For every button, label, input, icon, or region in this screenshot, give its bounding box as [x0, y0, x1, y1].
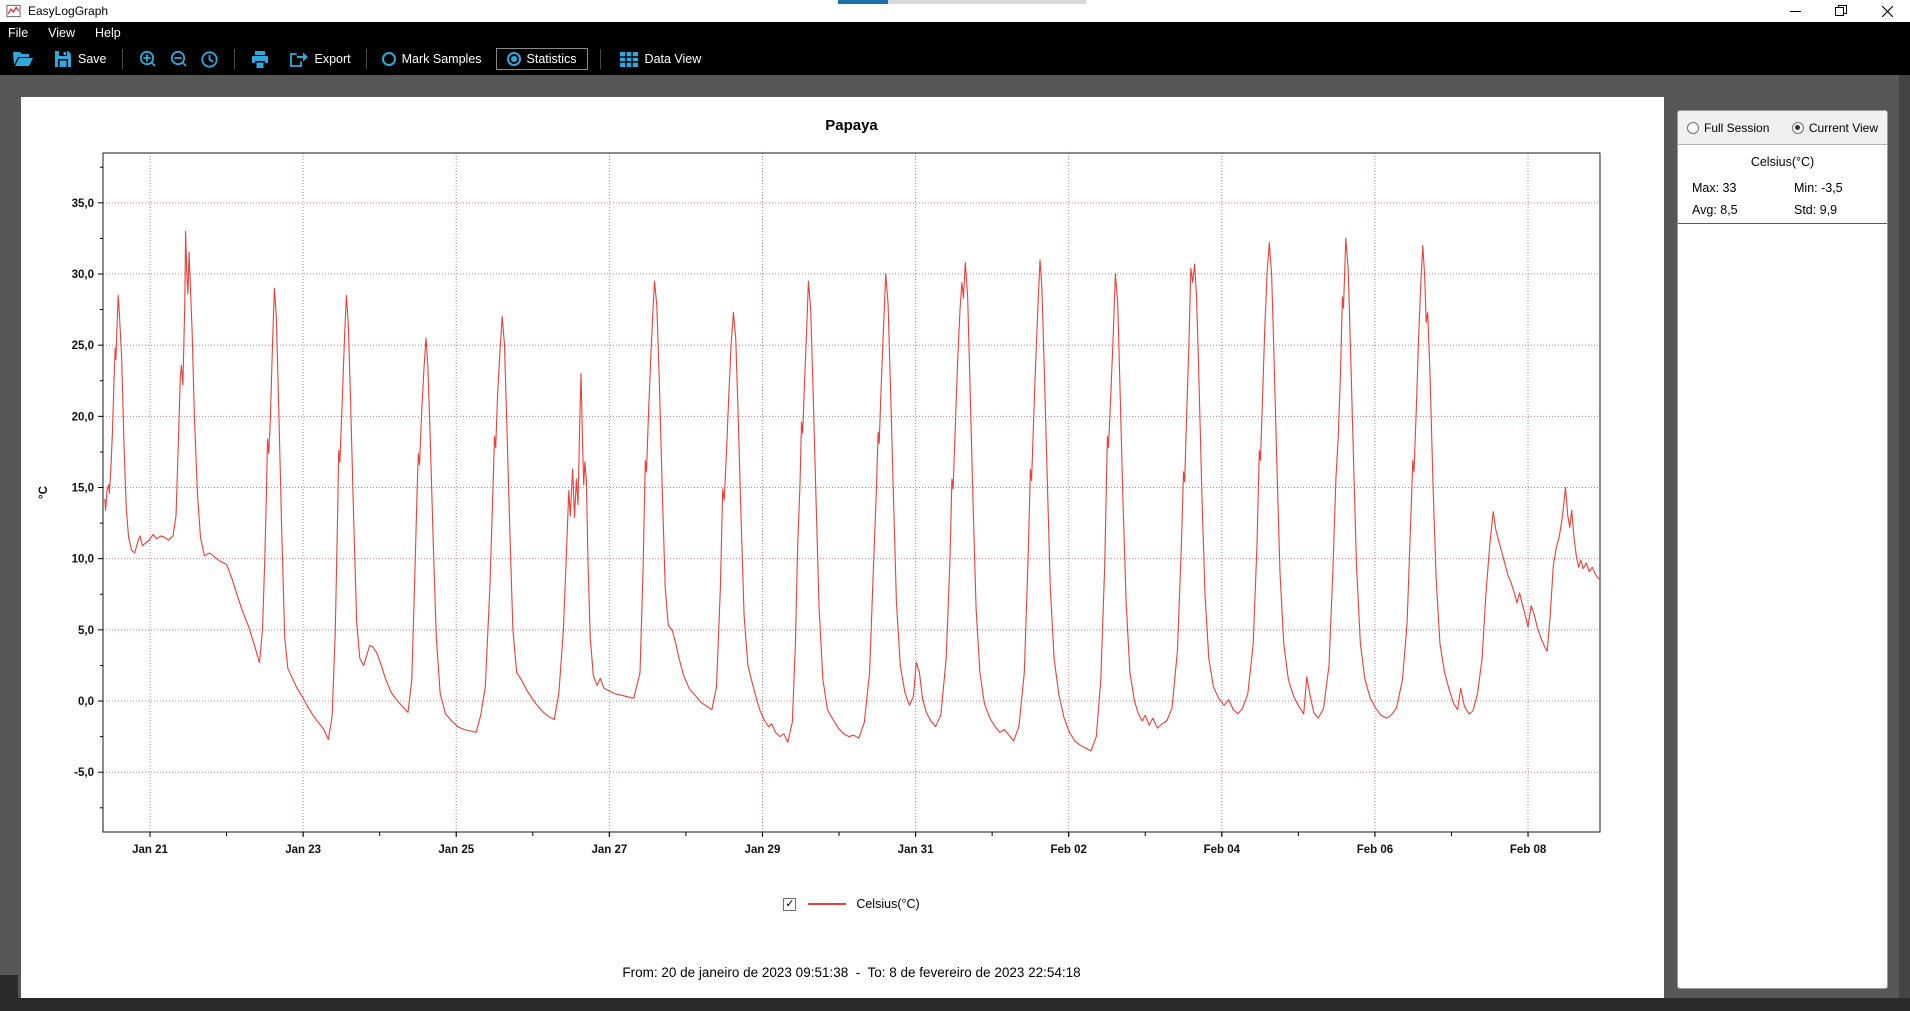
data-grid-icon — [619, 51, 638, 67]
export-label: Export — [314, 52, 351, 66]
print-button[interactable] — [244, 47, 276, 72]
legend-series-line — [808, 903, 847, 905]
time-icon — [200, 50, 218, 68]
chart-title: Papaya — [825, 117, 878, 134]
toolbar-separator — [121, 49, 123, 69]
svg-text:0,0: 0,0 — [78, 696, 94, 708]
svg-text:Jan 23: Jan 23 — [285, 844, 321, 856]
stats-series-title: Celsius(°C) — [1750, 155, 1815, 169]
close-button[interactable] — [1864, 0, 1910, 22]
mark-samples-radio-icon — [381, 52, 396, 66]
background-window-sliver-gray — [888, 0, 1086, 4]
app-icon — [6, 4, 21, 18]
toolbar: Save — [0, 43, 1910, 75]
statistics-radio-selected-icon — [506, 52, 521, 66]
title-bar: EasyLogGraph — [0, 0, 1910, 22]
svg-text:Jan 29: Jan 29 — [745, 844, 781, 856]
export-button[interactable]: Export — [282, 47, 357, 71]
window-right-edge — [1899, 75, 1910, 1011]
svg-text:Feb 08: Feb 08 — [1510, 844, 1547, 856]
current-view-radio-icon — [1791, 121, 1804, 134]
open-file-button[interactable] — [6, 47, 40, 71]
svg-text:Jan 21: Jan 21 — [132, 844, 168, 856]
stat-avg: Avg: 8,5 — [1692, 203, 1738, 217]
menu-bar: File View Help — [0, 22, 1910, 43]
svg-text:5,0: 5,0 — [78, 625, 94, 637]
statistics-label: Statistics — [526, 52, 577, 66]
svg-text:Feb 02: Feb 02 — [1050, 844, 1086, 856]
chart-panel: Papaya 35,0 30,0 25,0 20,0 15,0 10,0 5,0 0,0 -5,… — [21, 97, 1664, 998]
bottom-edge-strip — [0, 998, 1910, 1011]
zoom-in-button[interactable] — [132, 47, 163, 72]
minimize-icon — [1789, 10, 1801, 12]
print-icon — [251, 50, 268, 68]
time-range-button[interactable] — [194, 47, 225, 72]
chart-legend: ✓ Celsius(°C) — [103, 897, 1600, 911]
current-view-label: Current View — [1808, 120, 1878, 135]
svg-text:Jan 31: Jan 31 — [898, 844, 934, 856]
zoom-in-icon — [139, 50, 155, 66]
svg-text:30,0: 30,0 — [72, 269, 94, 281]
legend-checkbox[interactable]: ✓ — [783, 897, 797, 911]
stat-max: Max: 33 — [1692, 181, 1737, 195]
zoom-out-button[interactable] — [163, 47, 194, 72]
svg-text:Feb 06: Feb 06 — [1357, 844, 1393, 856]
statistics-panel: Full Session Current View Celsius(°C) Ma… — [1677, 110, 1888, 989]
export-icon — [289, 52, 308, 67]
stat-std: Std: 9,9 — [1794, 203, 1838, 217]
menu-file[interactable]: File — [8, 25, 29, 40]
svg-text:Jan 25: Jan 25 — [438, 844, 474, 856]
svg-text:-5,0: -5,0 — [74, 767, 94, 779]
session-range-text: From: 20 de janeiro de 2023 09:51:38 - T… — [622, 965, 1081, 980]
statistics-button[interactable]: Statistics — [495, 48, 588, 70]
data-view-label: Data View — [644, 52, 702, 66]
zoom-out-icon — [170, 50, 186, 66]
full-session-label: Full Session — [1704, 120, 1770, 135]
restore-button[interactable] — [1818, 0, 1864, 22]
menu-help[interactable]: Help — [95, 25, 121, 40]
svg-text:10,0: 10,0 — [72, 554, 94, 566]
svg-text:25,0: 25,0 — [72, 340, 94, 352]
full-session-option[interactable]: Full Session — [1687, 121, 1769, 135]
mark-samples-label: Mark Samples — [401, 52, 482, 66]
stats-divider — [1678, 223, 1887, 224]
current-view-option[interactable]: Current View — [1791, 120, 1878, 135]
data-view-button[interactable]: Data View — [613, 48, 708, 71]
toolbar-separator — [365, 49, 367, 69]
minimize-button[interactable] — [1772, 0, 1818, 22]
temperature-chart-plot[interactable]: 35,0 30,0 25,0 20,0 15,0 10,0 5,0 0,0 -5,0 Jan 21… — [21, 97, 1664, 998]
open-file-icon — [13, 52, 33, 66]
close-icon — [1881, 5, 1893, 17]
svg-text:Feb 04: Feb 04 — [1204, 844, 1241, 856]
legend-series-label: Celsius(°C) — [856, 897, 920, 911]
stat-min: Min: -3,5 — [1794, 181, 1843, 195]
toolbar-separator — [599, 49, 601, 69]
background-window-sliver-blue — [838, 0, 888, 4]
toolbar-separator — [233, 49, 235, 69]
save-label: Save — [78, 52, 107, 66]
svg-text:Jan 27: Jan 27 — [591, 844, 627, 856]
svg-text:15,0: 15,0 — [72, 483, 94, 495]
window-title: EasyLogGraph — [28, 4, 109, 18]
save-button[interactable]: Save — [48, 47, 113, 71]
mark-samples-button[interactable]: Mark Samples — [376, 49, 488, 69]
svg-text:35,0: 35,0 — [72, 198, 94, 210]
svg-text:°C: °C — [38, 486, 50, 499]
restore-icon — [1835, 5, 1847, 16]
save-icon — [55, 51, 71, 67]
full-session-radio-icon — [1687, 121, 1699, 134]
menu-view[interactable]: View — [48, 25, 76, 40]
statistics-scope-header: Full Session Current View — [1678, 111, 1887, 145]
svg-text:20,0: 20,0 — [72, 411, 94, 423]
